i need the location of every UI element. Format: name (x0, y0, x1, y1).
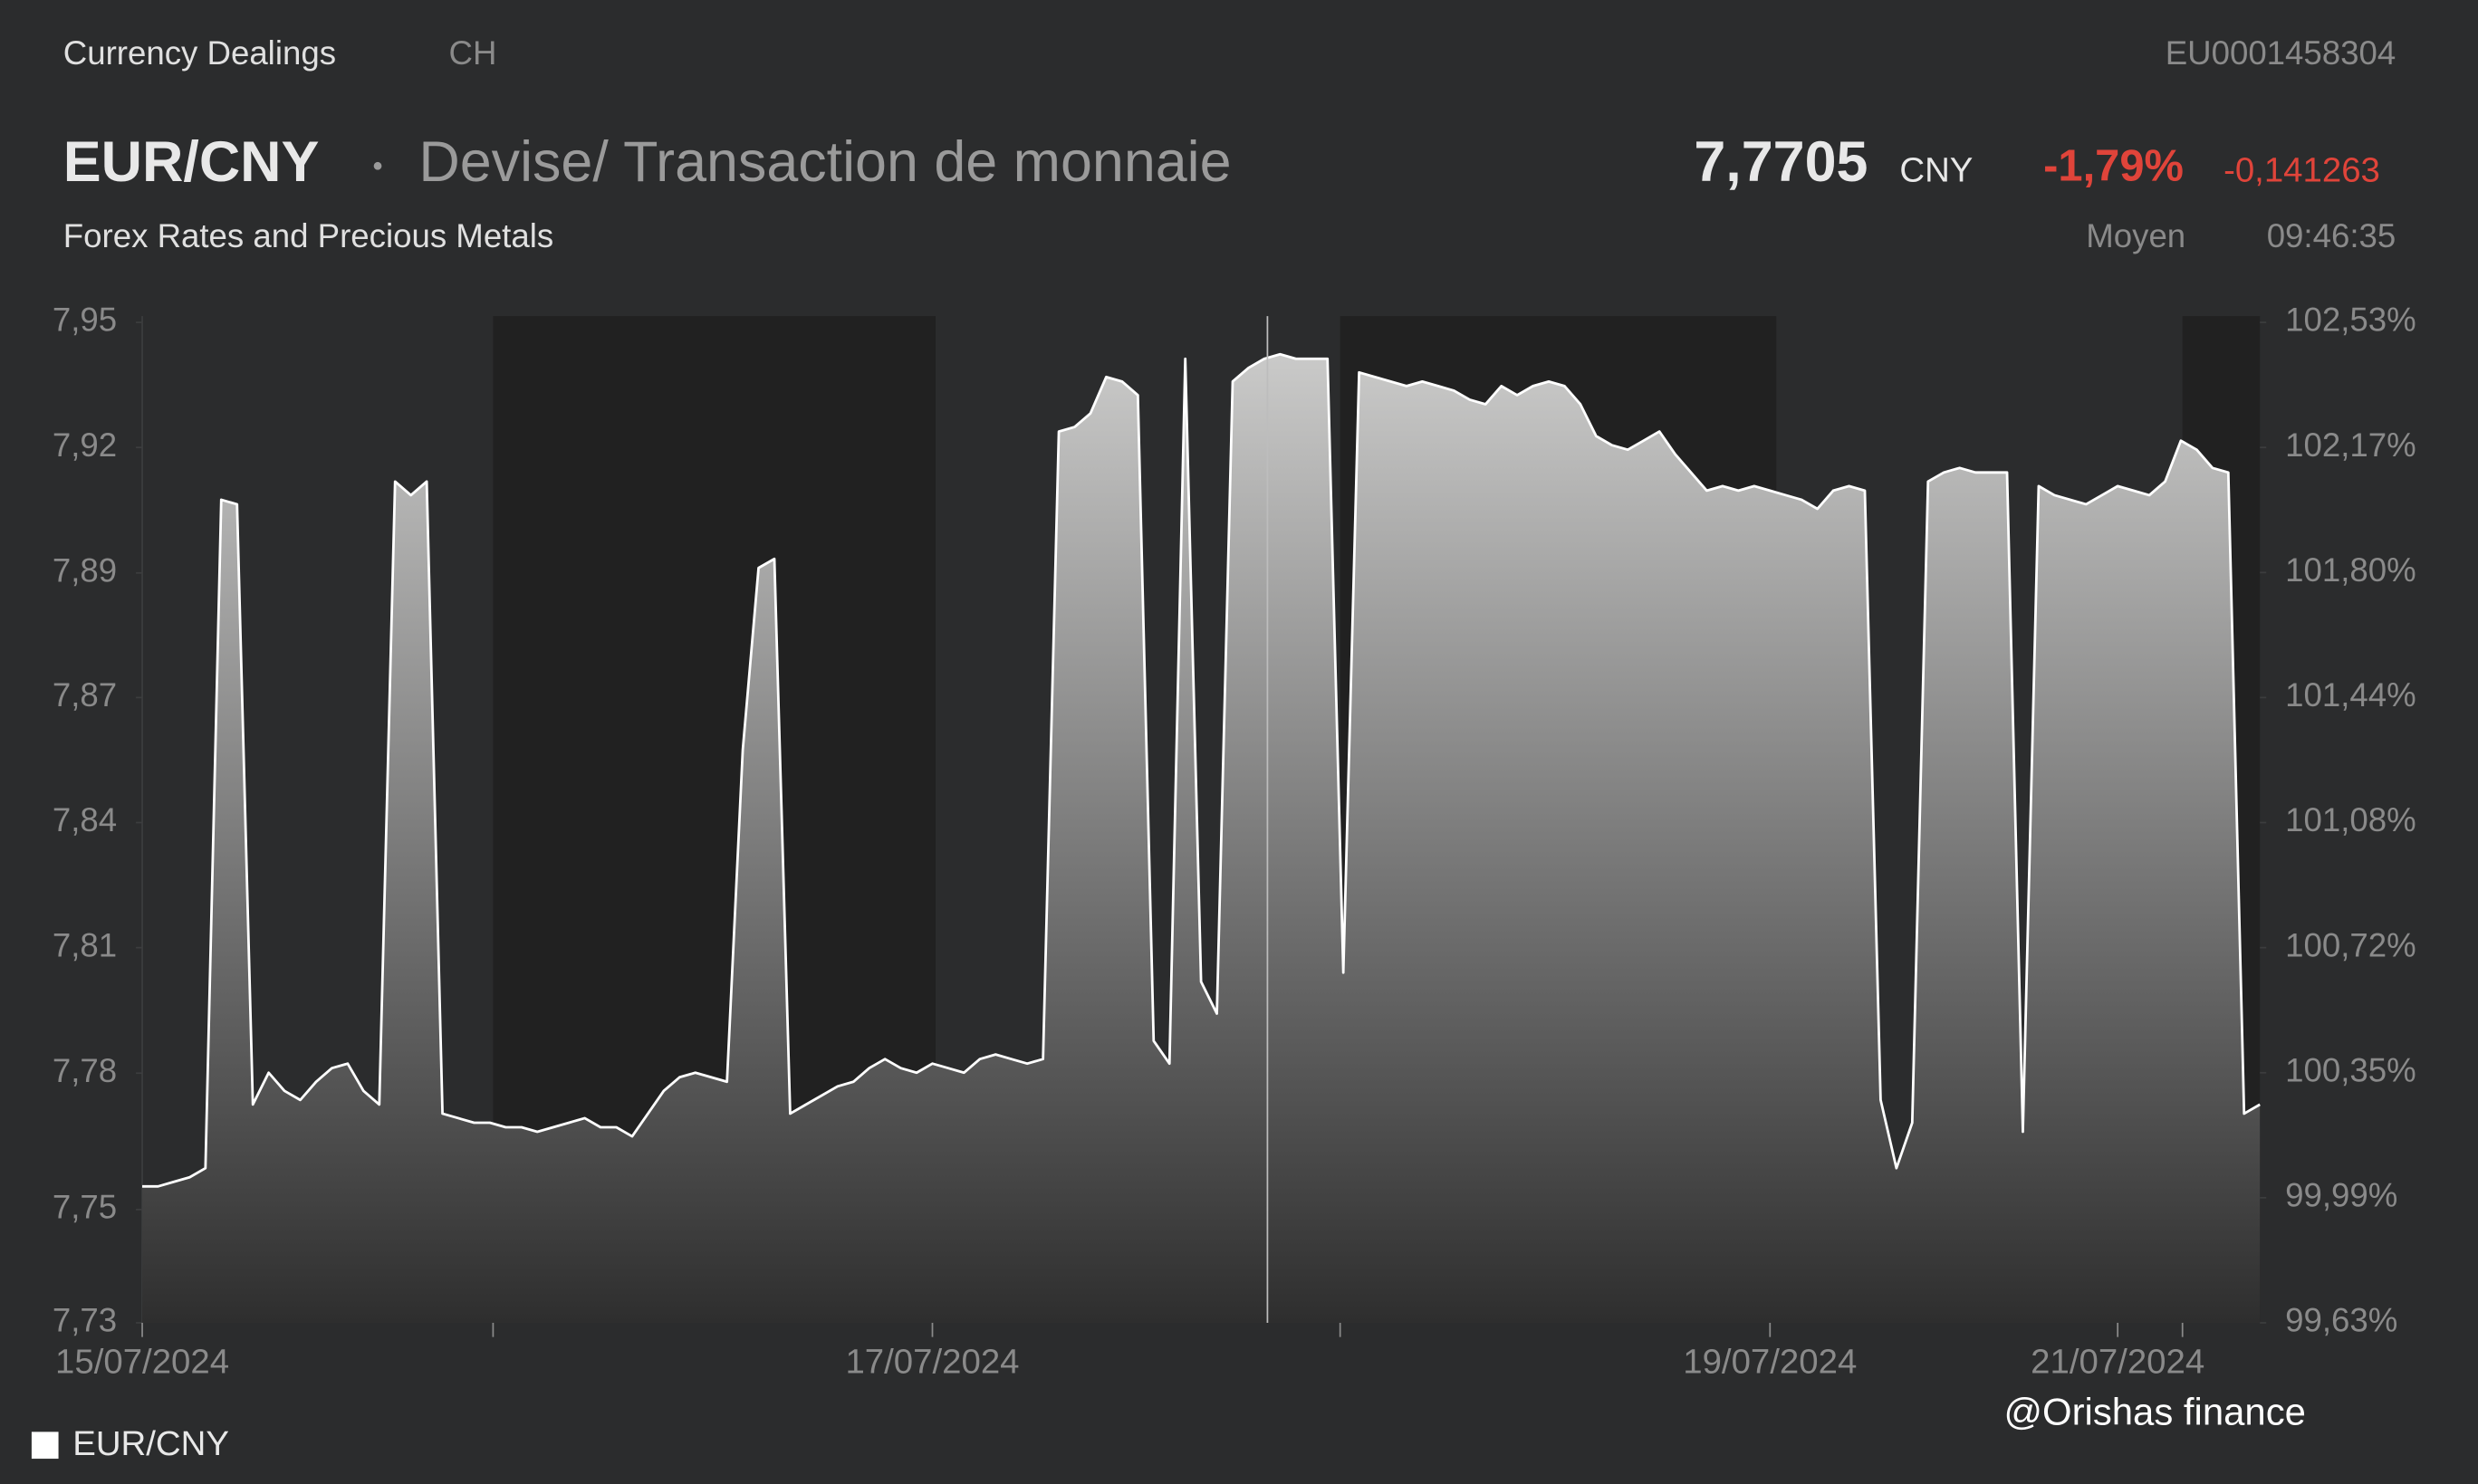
y-tick-label: 7,87 (53, 676, 117, 713)
source: Currency Dealings (63, 34, 336, 72)
y2-tick-label: 99,63% (2285, 1302, 2397, 1339)
x-tick-label: 21/07/2024 (2031, 1342, 2204, 1381)
y-tick-label: 7,84 (53, 801, 117, 838)
country: CH (449, 34, 497, 72)
y2-tick-label: 99,99% (2285, 1177, 2397, 1214)
y-tick-label: 7,89 (53, 551, 117, 589)
y2-tick-label: 101,80% (2285, 551, 2416, 589)
currency: CNY (1899, 150, 1973, 189)
change-pct: -1,79% (2043, 142, 2184, 191)
watermark: @Orishas finance (2004, 1390, 2306, 1432)
separator-dot (373, 161, 382, 170)
legend-swatch (31, 1431, 59, 1460)
y2-tick-label: 100,72% (2285, 926, 2416, 963)
y-tick-label: 7,81 (53, 926, 117, 963)
price: 7,7705 (1694, 130, 1868, 194)
y2-tick-label: 101,44% (2285, 676, 2416, 713)
y-tick-label: 7,92 (53, 426, 117, 464)
y-tick-label: 7,78 (53, 1052, 117, 1089)
description: Devise/ Transaction de monnaie (418, 130, 1231, 194)
change-abs: -0,141263 (2223, 150, 2380, 189)
y2-tick-label: 101,08% (2285, 801, 2416, 838)
category: Forex Rates and Precious Metals (63, 217, 553, 254)
price-type: Moyen (2086, 217, 2185, 254)
y2-tick-label: 100,35% (2285, 1051, 2416, 1088)
isin: EU0001458304 (2166, 34, 2396, 72)
x-tick-label: 17/07/2024 (845, 1342, 1019, 1381)
x-axis-ticks (492, 1322, 2184, 1337)
x-tick-label: 19/07/2024 (1683, 1342, 1857, 1381)
y2-tick-label: 102,53% (2285, 302, 2416, 339)
x-tick-label: 15/07/2024 (55, 1342, 229, 1381)
y-tick-label: 7,95 (53, 302, 117, 339)
area (142, 354, 2261, 1323)
symbol: EUR/CNY (63, 130, 320, 194)
y-tick-label: 7,75 (53, 1189, 117, 1226)
legend-label[interactable]: EUR/CNY (72, 1424, 229, 1463)
plot-area (136, 321, 2267, 1324)
line (142, 352, 2261, 1188)
y-tick-label: 7,73 (53, 1302, 117, 1339)
time: 09:46:35 (2267, 217, 2396, 254)
y2-tick-label: 102,17% (2285, 426, 2416, 464)
